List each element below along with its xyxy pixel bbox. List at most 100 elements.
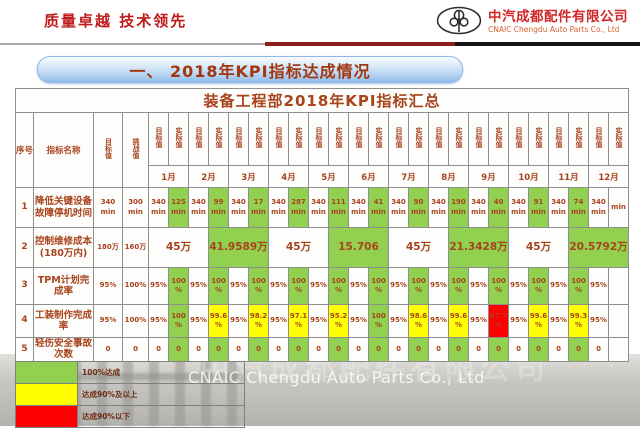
logo-emblem-icon — [436, 5, 482, 40]
month-label: 5月 — [308, 165, 349, 188]
kpi-table: 装备工程部2018年KPI指标汇总 序号 指标名称 目标值 挑战值 目标值 实际值 目标值 实际… — [15, 88, 629, 362]
col-header-month-actual-label: 实际值 — [415, 126, 423, 148]
col-header-month-actual: 实际值 — [568, 112, 589, 166]
col-header-month-actual: 实际值 — [408, 112, 429, 166]
indicator-name: 降低关键设备故障停机时间 — [33, 187, 94, 228]
row-number: 4 — [15, 304, 34, 338]
kpi-cell: 95% — [468, 304, 489, 338]
col-header-month-target-label: 目标值 — [315, 126, 323, 148]
table-row: 4 工装制作完成率 95% 100% 95% 100% 95% 99.6% 95% 98.2% 95… — [15, 304, 629, 338]
col-header-month-actual: 实际值 — [288, 112, 309, 166]
col-header-month-actual-label: 实际值 — [215, 126, 223, 148]
kpi-cell: 98.6% — [408, 304, 429, 338]
kpi-cell: 340 min — [308, 187, 329, 228]
indicator-name: TPM计划完成率 — [33, 267, 94, 305]
kpi-cell: 100% — [368, 304, 389, 338]
legend: 100%达成 达成90%及以上 达成90%以下 — [15, 361, 245, 428]
col-header-month-actual: 实际值 — [328, 112, 349, 166]
header-rule-black — [455, 42, 640, 46]
kpi-cell: 287 min — [288, 187, 309, 228]
legend-row: 达成90%及以上 — [15, 383, 245, 406]
kpi-cell: 95% — [188, 304, 209, 338]
kpi-cell: 95% — [228, 267, 249, 305]
annual-target-value: 95% — [93, 267, 123, 305]
col-header-month-target-label: 目标值 — [275, 126, 283, 148]
table-row: 2 控制维修成本(180万内) 180万 160万 45万 41.9589万 45万 15.7… — [15, 227, 629, 268]
kpi-cell: 100% — [568, 267, 589, 305]
kpi-cell: 340 min — [468, 187, 489, 228]
kpi-cell: 100% — [448, 267, 469, 305]
indicator-name: 工装制作完成率 — [33, 304, 94, 338]
kpi-cell: 95% — [588, 267, 609, 305]
kpi-cell: 95% — [348, 267, 369, 305]
kpi-cell — [608, 267, 629, 305]
kpi-cell: 0 — [288, 337, 309, 362]
section-title-banner: 一、 2018年KPI指标达成情况 — [37, 56, 463, 83]
indicator-name: 控制维修成本(180万内) — [33, 227, 94, 268]
col-header-month-actual: 实际值 — [368, 112, 389, 166]
kpi-cell: 95% — [508, 267, 529, 305]
col-header-month-actual-label: 实际值 — [375, 126, 383, 148]
kpi-cell: 99 min — [208, 187, 229, 228]
legend-swatch — [15, 361, 78, 384]
table-row: 5 轻伤安全事故次数 0 0 0 0 0 0 0 0 0 0 0 0 0 0 0 0 0 0 0 0 0 0 0 0 0 — [15, 337, 629, 362]
row-number: 1 — [15, 187, 34, 228]
kpi-cell: 74 min — [568, 187, 589, 228]
col-header-month-target-label: 目标值 — [475, 126, 483, 148]
kpi-cell: 95% — [308, 304, 329, 338]
kpi-cell: 99.6% — [208, 304, 229, 338]
header-rule-gray — [0, 43, 265, 45]
kpi-cell: 0 — [468, 337, 489, 362]
col-header-month-actual-label: 实际值 — [495, 126, 503, 148]
kpi-cell: 340 min — [428, 187, 449, 228]
kpi-cell: 100% — [168, 267, 189, 305]
kpi-cell: 100% — [408, 267, 429, 305]
kpi-cell — [608, 337, 629, 362]
col-header-month-target-label: 目标值 — [395, 126, 403, 148]
table-row: 3 TPM计划完成率 95% 100% 95% 100% 95% 100% 95% 100% 95%… — [15, 267, 629, 305]
kpi-cell: 95% — [548, 304, 569, 338]
kpi-cell: 98.2% — [248, 304, 269, 338]
kpi-cell: 41.9589万 — [208, 227, 269, 268]
annual-target-value: 180万 — [93, 227, 123, 268]
col-header-month-actual: 实际值 — [448, 112, 469, 166]
col-header-month-target: 目标值 — [268, 112, 289, 166]
kpi-cell: 95% — [468, 267, 489, 305]
col-header-month-target: 目标值 — [188, 112, 209, 166]
kpi-cell: 17 min — [248, 187, 269, 228]
legend-row: 100%达成 — [15, 361, 245, 384]
kpi-cell: 340 min — [268, 187, 289, 228]
kpi-cell: 100% — [528, 267, 549, 305]
kpi-cell: 95% — [428, 267, 449, 305]
col-header-month-actual-label: 实际值 — [295, 126, 303, 148]
col-header-month-actual-label: 实际值 — [575, 126, 583, 148]
kpi-cell: 0 — [388, 337, 409, 362]
col-header-month-actual: 实际值 — [528, 112, 549, 166]
company-name: 中汽成都配件有限公司 CNAIC Chengdu Auto Parts Co.,… — [488, 10, 628, 34]
col-header-month-target: 目标值 — [388, 112, 409, 166]
kpi-cell — [608, 304, 629, 338]
annual-challenge-value: 100% — [122, 304, 149, 338]
kpi-cell: min — [608, 187, 629, 228]
kpi-cell: 0 — [548, 337, 569, 362]
kpi-cell: 95% — [188, 267, 209, 305]
kpi-cell: 95% — [308, 267, 329, 305]
col-header-month-target-label: 目标值 — [435, 126, 443, 148]
indicator-name: 轻伤安全事故次数 — [33, 337, 94, 362]
month-label: 3月 — [228, 165, 269, 188]
col-header-month-target-label: 目标值 — [155, 126, 163, 148]
slogan-text: 质量卓越 技术领先 — [44, 12, 188, 30]
kpi-cell: 95% — [268, 304, 289, 338]
kpi-cell: 0 — [368, 337, 389, 362]
kpi-cell: 91 min — [528, 187, 549, 228]
row-number: 5 — [15, 337, 34, 362]
kpi-cell: 0 — [528, 337, 549, 362]
kpi-cell: 0 — [228, 337, 249, 362]
col-header-target: 目标值 — [93, 112, 123, 188]
col-header-month-target-label: 目标值 — [195, 126, 203, 148]
month-label: 6月 — [348, 165, 389, 188]
kpi-cell: 95% — [148, 267, 169, 305]
kpi-cell: 340 min — [588, 187, 609, 228]
kpi-cell: 0 — [308, 337, 329, 362]
annual-challenge-value: 0 — [122, 337, 149, 362]
